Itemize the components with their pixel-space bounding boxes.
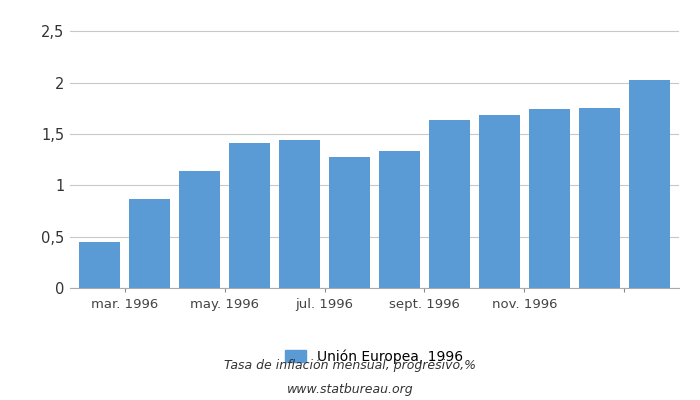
Bar [479, 114, 520, 288]
Bar [528, 110, 570, 288]
Bar [579, 108, 620, 288]
Bar [329, 157, 370, 288]
Bar [80, 242, 120, 288]
Legend: Unión Europea, 1996: Unión Europea, 1996 [280, 344, 469, 370]
Bar [179, 171, 220, 288]
Bar [429, 120, 470, 288]
Bar [629, 80, 669, 288]
Bar [379, 152, 420, 288]
Bar [130, 199, 170, 288]
Text: Tasa de inflación mensual, progresivo,%: Tasa de inflación mensual, progresivo,% [224, 360, 476, 372]
Bar [279, 140, 320, 288]
Text: www.statbureau.org: www.statbureau.org [287, 384, 413, 396]
Bar [229, 143, 270, 288]
